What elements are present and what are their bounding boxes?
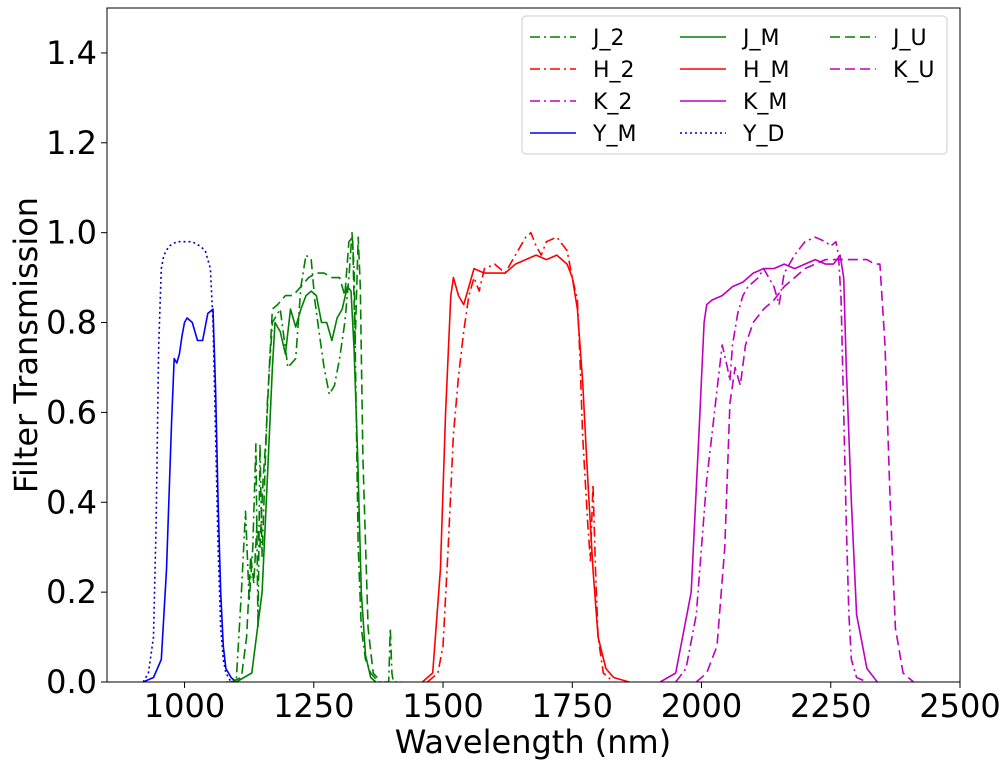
- legend-label: J_U: [891, 26, 927, 51]
- series-line-j-2: [225, 231, 402, 682]
- y-tick-label: 1.0: [46, 214, 97, 252]
- y-tick-label: 0.4: [46, 483, 97, 521]
- legend-frame: [521, 15, 948, 155]
- y-tick-label: 1.2: [46, 124, 97, 162]
- legend-label: J_M: [741, 26, 779, 51]
- legend-label: J_2: [591, 26, 625, 51]
- series-curves: [142, 231, 915, 682]
- y-tick-label: 0.2: [46, 573, 97, 611]
- x-tick-label: 1000: [144, 687, 225, 725]
- x-axis: 1000 1250 1500 1750 2000 2250 2500: [144, 682, 1001, 725]
- series-line-k-2: [675, 236, 868, 682]
- x-tick-label: 1250: [273, 687, 354, 725]
- y-axis: 0.0 0.2 0.4 0.6 0.8 1.0 1.2 1.4: [46, 34, 107, 701]
- series-line-y-m: [142, 308, 237, 682]
- series-line-j-u: [230, 236, 382, 682]
- legend-label: Y_M: [592, 122, 636, 147]
- y-tick-label: 1.4: [46, 34, 97, 72]
- x-tick-label: 1750: [532, 687, 613, 725]
- x-tick-label: 1500: [402, 687, 483, 725]
- series-line-j-m: [235, 285, 377, 682]
- legend-label: Y_D: [742, 122, 784, 147]
- series-line-k-m: [659, 254, 878, 682]
- x-axis-label: Wavelength (nm): [395, 723, 671, 761]
- y-axis-label: Filter Transmission: [7, 197, 45, 493]
- legend: J_2 H_2 K_2 Y_M J_M H_M K_M Y_D J_U K_U: [521, 15, 948, 155]
- series-line-h-2: [426, 231, 615, 682]
- x-tick-label: 2500: [919, 687, 1000, 725]
- legend-label: K_U: [893, 58, 935, 83]
- legend-label: H_M: [743, 58, 790, 83]
- y-tick-label: 0.0: [46, 663, 97, 701]
- x-tick-label: 2250: [790, 687, 871, 725]
- legend-label: H_2: [593, 58, 635, 83]
- x-tick-label: 2000: [661, 687, 742, 725]
- legend-label: K_M: [743, 90, 787, 115]
- plot-frame: [106, 7, 961, 683]
- y-tick-label: 0.6: [46, 393, 97, 431]
- series-line-h-m: [421, 254, 630, 682]
- y-tick-label: 0.8: [46, 304, 97, 342]
- series-line-k-u: [695, 258, 915, 682]
- legend-label: K_2: [593, 90, 632, 115]
